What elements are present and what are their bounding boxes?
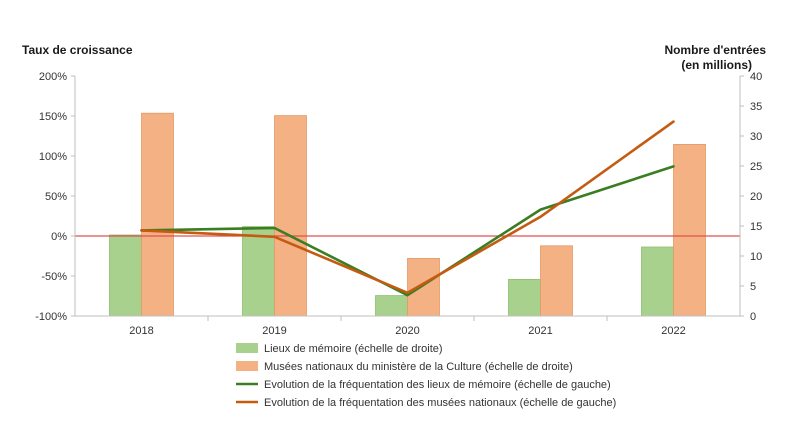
right-tick-label: 10 [750, 251, 762, 263]
x-tick-label: 2020 [395, 325, 419, 337]
series-line [140, 165, 675, 297]
legend-label: Evolution de la fréquentation des musées… [264, 397, 616, 409]
right-axis-title-line1: Nombre d'entrées [664, 43, 766, 57]
series-line [140, 120, 675, 295]
x-tick-label: 2018 [129, 325, 153, 337]
legend: Lieux de mémoire (échelle de droite) Musé… [236, 343, 616, 409]
right-tick-label: 40 [750, 71, 762, 83]
legend-label: Musées nationaux du ministère de la Cult… [264, 361, 573, 373]
bar [540, 245, 573, 317]
lines-layer [140, 120, 675, 297]
x-tick-label: 2019 [262, 325, 286, 337]
legend-label: Lieux de mémoire (échelle de droite) [264, 343, 443, 355]
legend-label: Evolution de la fréquentation des lieux … [264, 379, 611, 391]
left-tick-label: -100% [35, 311, 67, 323]
right-axis-title-line2: (en millions) [681, 58, 752, 72]
left-tick-label: 0% [51, 231, 67, 243]
right-tick-label: 5 [750, 281, 756, 293]
legend-swatch [236, 361, 258, 371]
bar [141, 112, 174, 317]
right-tick-label: 15 [750, 221, 762, 233]
left-tick-label: 100% [39, 151, 67, 163]
bar [274, 115, 307, 317]
x-tick-label: 2021 [528, 325, 552, 337]
right-tick-label: 20 [750, 191, 762, 203]
bar [375, 295, 408, 317]
x-tick-label: 2022 [661, 325, 685, 337]
bar [407, 257, 440, 317]
right-tick-label: 30 [750, 131, 762, 143]
bar [242, 226, 275, 317]
bars-layer [109, 112, 706, 317]
left-tick-label: -50% [41, 271, 67, 283]
bar [508, 278, 541, 317]
bar [109, 234, 142, 317]
right-tick-label: 35 [750, 101, 762, 113]
left-tick-label: 50% [45, 191, 67, 203]
right-tick-label: 0 [750, 311, 756, 323]
axes-layer: -100% -50% 0% 50% 100% 150% 200% 0 5 10 15 20 25 30 35… [35, 71, 762, 337]
bar [641, 246, 674, 317]
left-tick-label: 200% [39, 71, 67, 83]
left-axis-title: Taux de croissance [22, 43, 133, 57]
legend-swatch [236, 343, 258, 353]
bar [673, 143, 706, 317]
left-tick-label: 150% [39, 111, 67, 123]
right-tick-label: 25 [750, 161, 762, 173]
